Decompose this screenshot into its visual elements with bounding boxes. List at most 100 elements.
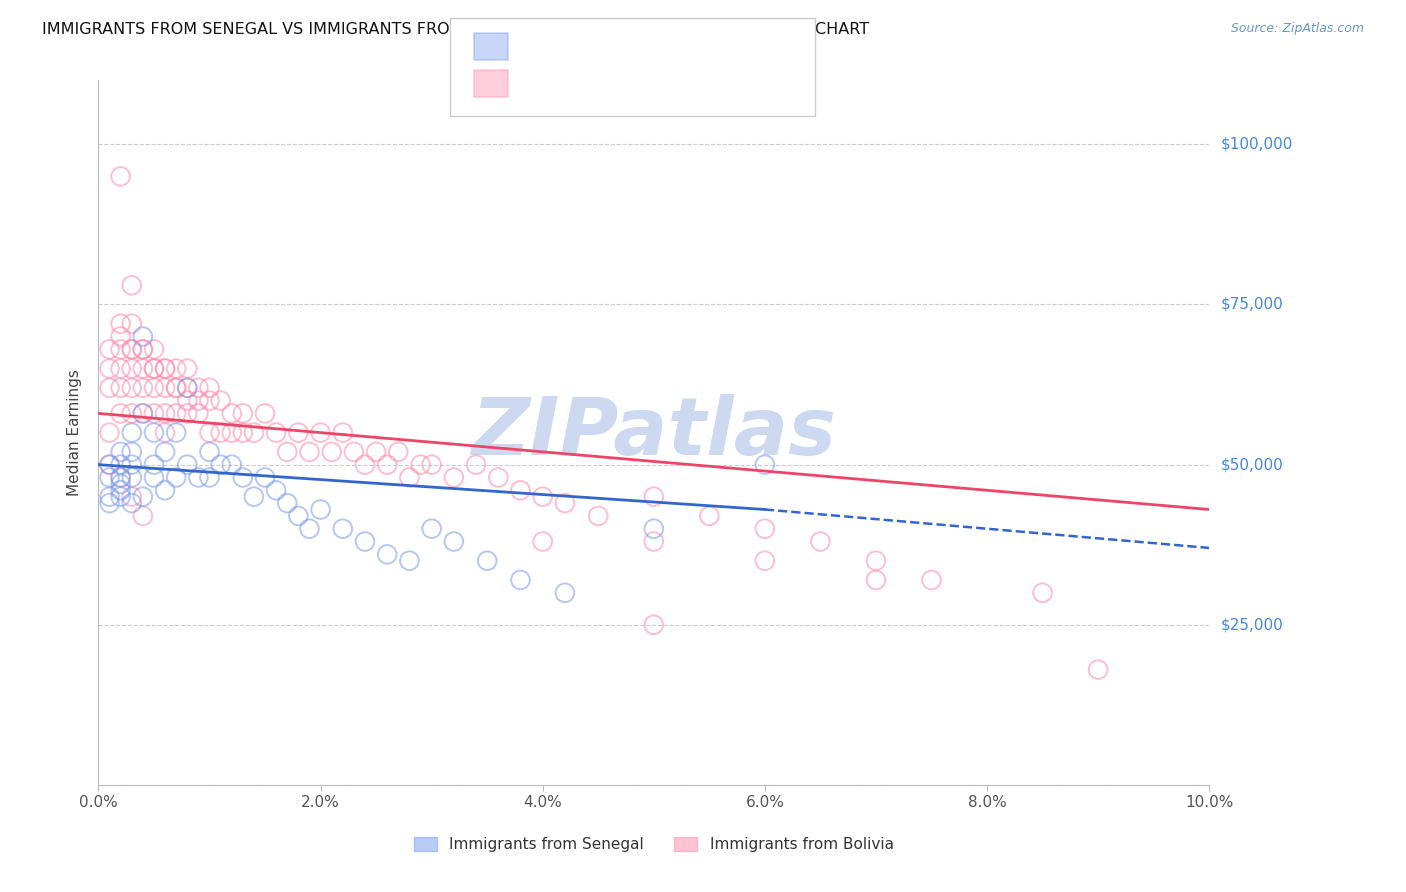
- Point: [110, 406, 132, 420]
- Point: [264, 483, 287, 498]
- Point: [253, 406, 276, 420]
- Point: [153, 425, 176, 440]
- Point: [366, 445, 388, 459]
- Point: [165, 381, 187, 395]
- Point: [398, 554, 420, 568]
- Point: [187, 381, 209, 395]
- Point: [920, 573, 942, 587]
- Point: [309, 502, 332, 516]
- Point: [132, 343, 155, 357]
- Point: [198, 425, 221, 440]
- Point: [309, 425, 332, 440]
- Point: [110, 343, 132, 357]
- Point: [132, 329, 155, 343]
- Point: [486, 470, 509, 484]
- Point: [143, 406, 166, 420]
- Point: [165, 381, 187, 395]
- Point: [121, 406, 143, 420]
- Point: [110, 490, 132, 504]
- Point: [132, 361, 155, 376]
- Point: [198, 445, 221, 459]
- Point: [98, 458, 121, 472]
- Point: [387, 445, 409, 459]
- Text: -0.239: -0.239: [548, 39, 603, 54]
- Point: [110, 317, 132, 331]
- Point: [176, 361, 198, 376]
- Point: [176, 393, 198, 408]
- Point: [375, 547, 398, 561]
- Point: [643, 490, 665, 504]
- Point: [143, 381, 166, 395]
- Point: [98, 490, 121, 504]
- Text: 51: 51: [638, 39, 659, 54]
- Point: [298, 522, 321, 536]
- Point: [276, 496, 298, 510]
- Point: [121, 343, 143, 357]
- Point: [110, 470, 132, 484]
- Point: [121, 496, 143, 510]
- Point: [443, 470, 465, 484]
- Point: [98, 343, 121, 357]
- Point: [865, 554, 887, 568]
- Text: N =: N =: [605, 39, 638, 54]
- Point: [243, 490, 266, 504]
- Point: [699, 508, 721, 523]
- Point: [198, 381, 221, 395]
- Point: [221, 458, 243, 472]
- Point: [110, 329, 132, 343]
- Point: [1087, 663, 1109, 677]
- Point: [198, 393, 221, 408]
- Point: [588, 508, 610, 523]
- Point: [232, 406, 254, 420]
- Point: [176, 381, 198, 395]
- Text: $75,000: $75,000: [1220, 297, 1284, 312]
- Point: [865, 573, 887, 587]
- Point: [343, 445, 366, 459]
- Point: [420, 522, 443, 536]
- Point: [321, 445, 343, 459]
- Point: [176, 381, 198, 395]
- Point: [132, 406, 155, 420]
- Point: [354, 534, 377, 549]
- Text: R =: R =: [517, 77, 551, 91]
- Text: IMMIGRANTS FROM SENEGAL VS IMMIGRANTS FROM BOLIVIA MEDIAN EARNINGS CORRELATION C: IMMIGRANTS FROM SENEGAL VS IMMIGRANTS FR…: [42, 22, 869, 37]
- Point: [153, 445, 176, 459]
- Point: [221, 406, 243, 420]
- Point: [475, 554, 499, 568]
- Point: [209, 393, 232, 408]
- Point: [643, 522, 665, 536]
- Point: [121, 470, 143, 484]
- Point: [754, 554, 776, 568]
- Point: [110, 470, 132, 484]
- Point: [121, 343, 143, 357]
- Point: [209, 425, 232, 440]
- Point: [110, 458, 132, 472]
- Point: [221, 425, 243, 440]
- Text: $50,000: $50,000: [1220, 458, 1284, 472]
- Point: [121, 381, 143, 395]
- Point: [110, 381, 132, 395]
- Point: [165, 406, 187, 420]
- Point: [110, 361, 132, 376]
- Point: [110, 169, 132, 184]
- Point: [443, 534, 465, 549]
- Point: [209, 458, 232, 472]
- Point: [153, 361, 176, 376]
- Text: R =: R =: [517, 39, 551, 54]
- Text: 93: 93: [638, 77, 659, 91]
- Point: [132, 508, 155, 523]
- Point: [554, 586, 576, 600]
- Point: [198, 470, 221, 484]
- Point: [176, 458, 198, 472]
- Point: [132, 343, 155, 357]
- Point: [287, 508, 309, 523]
- Point: [143, 361, 166, 376]
- Point: [232, 470, 254, 484]
- Point: [121, 278, 143, 293]
- Text: $25,000: $25,000: [1220, 617, 1284, 632]
- Y-axis label: Median Earnings: Median Earnings: [67, 369, 83, 496]
- Point: [98, 381, 121, 395]
- Text: N =: N =: [605, 77, 638, 91]
- Point: [754, 522, 776, 536]
- Point: [110, 476, 132, 491]
